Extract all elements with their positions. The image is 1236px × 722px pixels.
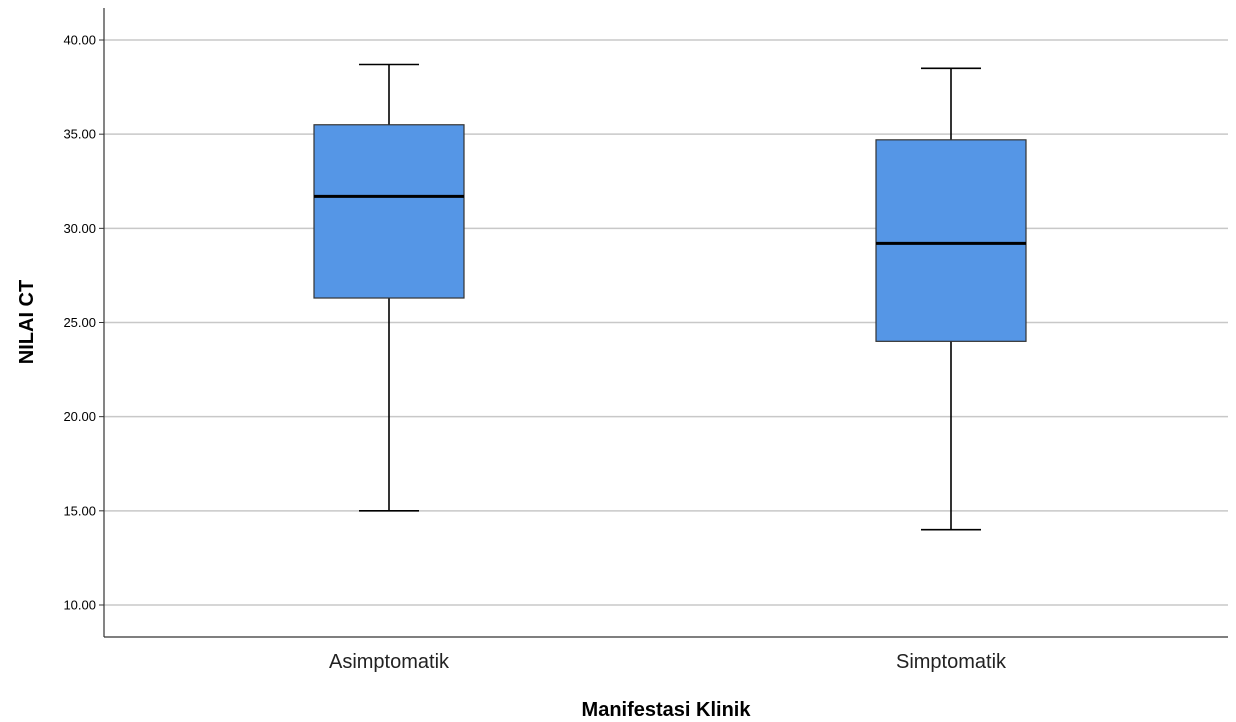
y-axis-title: NILAI CT xyxy=(16,280,38,364)
y-tick-label: 30.00 xyxy=(63,221,96,236)
x-category-label: Simptomatik xyxy=(896,651,1007,673)
y-tick-label: 25.00 xyxy=(63,315,96,330)
y-tick-labels: 10.00 15.00 20.00 25.00 30.00 35.00 40.00 xyxy=(63,33,104,612)
y-tick-label: 15.00 xyxy=(63,503,96,518)
boxes xyxy=(313,63,1027,531)
iqr-box xyxy=(875,139,1027,342)
y-tick-label: 35.00 xyxy=(63,127,96,142)
y-tick-label: 10.00 xyxy=(63,597,96,612)
y-tick-label: 20.00 xyxy=(63,409,96,424)
iqr-box xyxy=(313,124,465,299)
box-group xyxy=(875,67,1027,531)
box-group xyxy=(313,63,465,512)
gridlines xyxy=(104,39,1228,606)
x-category-label: Asimptomatik xyxy=(329,651,450,673)
y-tick-label: 40.00 xyxy=(63,33,96,48)
x-category-labels: Asimptomatik Simptomatik xyxy=(329,651,1007,673)
x-axis-title: Manifestasi Klinik xyxy=(582,699,752,721)
